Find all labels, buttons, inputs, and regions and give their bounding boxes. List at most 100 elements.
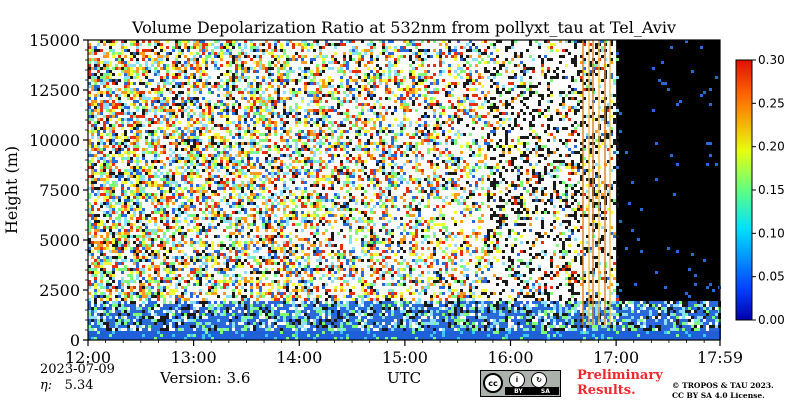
heatmap-cell [136, 139, 139, 142]
heatmap-cell [109, 289, 112, 292]
heatmap-cell [241, 70, 244, 73]
heatmap-cell [226, 103, 229, 106]
heatmap-cell [142, 223, 145, 226]
heatmap-cell [226, 310, 229, 313]
heatmap-cell [139, 235, 142, 238]
heatmap-cell [181, 172, 184, 175]
heatmap-cell [166, 310, 169, 313]
heatmap-cell [193, 328, 196, 331]
heatmap-cell [262, 76, 265, 79]
heatmap-cell [235, 211, 238, 214]
heatmap-cell [319, 151, 322, 154]
heatmap-cell [91, 235, 94, 238]
heatmap-cell [280, 295, 283, 298]
heatmap-cell [103, 160, 106, 163]
heatmap-cell [298, 316, 301, 319]
heatmap-cell [175, 256, 178, 259]
heatmap-cell [142, 73, 145, 76]
heatmap-cell [289, 199, 292, 202]
heatmap-cell [214, 61, 217, 64]
heatmap-cell [100, 247, 103, 250]
heatmap-cell [217, 46, 220, 49]
heatmap-cell [265, 139, 268, 142]
heatmap-cell [91, 145, 94, 148]
heatmap-cell [217, 310, 220, 313]
heatmap-cell [223, 277, 226, 280]
heatmap-cell [139, 283, 142, 286]
heatmap-cell [262, 274, 265, 277]
heatmap-cell [202, 133, 205, 136]
heatmap-cell [154, 100, 157, 103]
heatmap-cell [97, 139, 100, 142]
heatmap-cell [121, 208, 124, 211]
heatmap-cell [148, 145, 151, 148]
heatmap-cell [283, 286, 286, 289]
heatmap-cell [103, 79, 106, 82]
heatmap-cell [139, 241, 142, 244]
heatmap-cell [277, 271, 280, 274]
heatmap-cell [178, 226, 181, 229]
heatmap-cell [187, 145, 190, 148]
heatmap-cell [142, 328, 145, 331]
heatmap-cell [259, 313, 262, 316]
heatmap-cell [112, 106, 115, 109]
heatmap-cell [217, 202, 220, 205]
heatmap-cell [319, 163, 322, 166]
heatmap-cell [166, 334, 169, 337]
heatmap-cell [202, 331, 205, 334]
heatmap-cell [127, 148, 130, 151]
heatmap-cell [208, 76, 211, 79]
heatmap-cell [202, 268, 205, 271]
heatmap-cell [127, 211, 130, 214]
heatmap-cell [211, 61, 214, 64]
heatmap-cell [232, 331, 235, 334]
heatmap-cell [157, 184, 160, 187]
heatmap-cell [274, 301, 277, 304]
heatmap-cell [202, 160, 205, 163]
heatmap-cell [196, 229, 199, 232]
heatmap-cell [184, 319, 187, 322]
heatmap-cell [124, 55, 127, 58]
heatmap-cell [202, 325, 205, 328]
heatmap-cell [253, 61, 256, 64]
heatmap-cell [124, 94, 127, 97]
heatmap-cell [97, 79, 100, 82]
heatmap-cell [112, 136, 115, 139]
heatmap-cell [229, 277, 232, 280]
heatmap-cell [256, 268, 259, 271]
heatmap-cell [139, 301, 142, 304]
heatmap-cell [235, 265, 238, 268]
heatmap-cell [112, 82, 115, 85]
heatmap-cell [277, 79, 280, 82]
heatmap-cell [97, 94, 100, 97]
heatmap-cell [205, 166, 208, 169]
heatmap-cell [145, 307, 148, 310]
heatmap-cell [214, 262, 217, 265]
heatmap-cell [208, 325, 211, 328]
heatmap-cell [268, 82, 271, 85]
heatmap-cell [292, 223, 295, 226]
heatmap-cell [262, 100, 265, 103]
heatmap-cell [142, 94, 145, 97]
heatmap-cell [190, 181, 193, 184]
heatmap-cell [145, 244, 148, 247]
heatmap-cell [163, 190, 166, 193]
heatmap-cell [307, 214, 310, 217]
heatmap-cell [112, 133, 115, 136]
heatmap-cell [322, 79, 325, 82]
heatmap-cell [160, 328, 163, 331]
heatmap-cell [262, 124, 265, 127]
heatmap-cell [238, 265, 241, 268]
heatmap-cell [112, 49, 115, 52]
heatmap-cell [319, 85, 322, 88]
heatmap-cell [121, 112, 124, 115]
heatmap-cell [151, 250, 154, 253]
heatmap-cell [241, 262, 244, 265]
heatmap-cell [199, 112, 202, 115]
heatmap-cell [238, 334, 241, 337]
heatmap-cell [214, 46, 217, 49]
heatmap-cell [211, 277, 214, 280]
heatmap-cell [166, 265, 169, 268]
heatmap-cell [274, 142, 277, 145]
heatmap-cell [154, 313, 157, 316]
